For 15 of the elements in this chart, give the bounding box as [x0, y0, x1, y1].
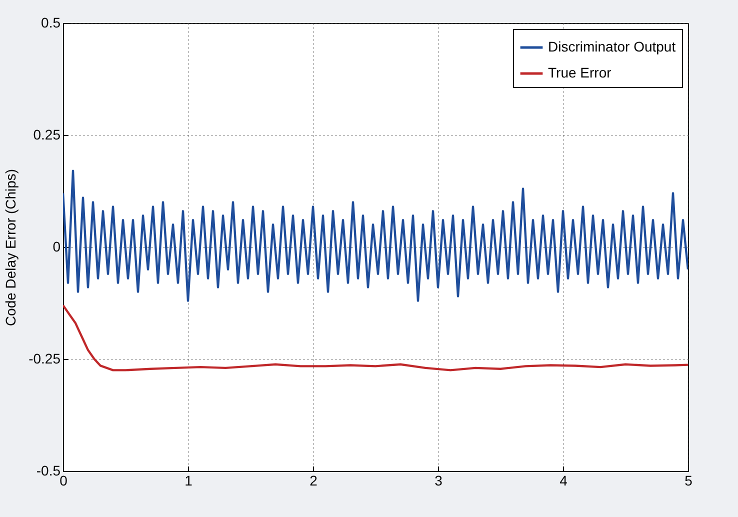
y-tick-label: -0.25: [28, 350, 61, 366]
legend-label: Discriminator Output: [548, 38, 676, 54]
line-series: [63, 170, 688, 302]
y-tick-label: -0.5: [36, 462, 61, 478]
x-tick-label: 3: [434, 472, 443, 488]
line-series: [63, 304, 688, 372]
x-tick-label: 4: [560, 472, 568, 488]
y-tick-label: 0.25: [33, 126, 61, 142]
y-axis-title: Code Delay Error (Chips): [2, 168, 19, 326]
y-tick-label: 0: [52, 238, 61, 254]
x-tick-label: 5: [684, 472, 693, 488]
x-tick-label: 2: [310, 472, 318, 488]
legend-label: True Error: [548, 64, 612, 80]
x-tick-label: 1: [184, 472, 193, 488]
y-tick-label: 0.5: [41, 14, 61, 30]
